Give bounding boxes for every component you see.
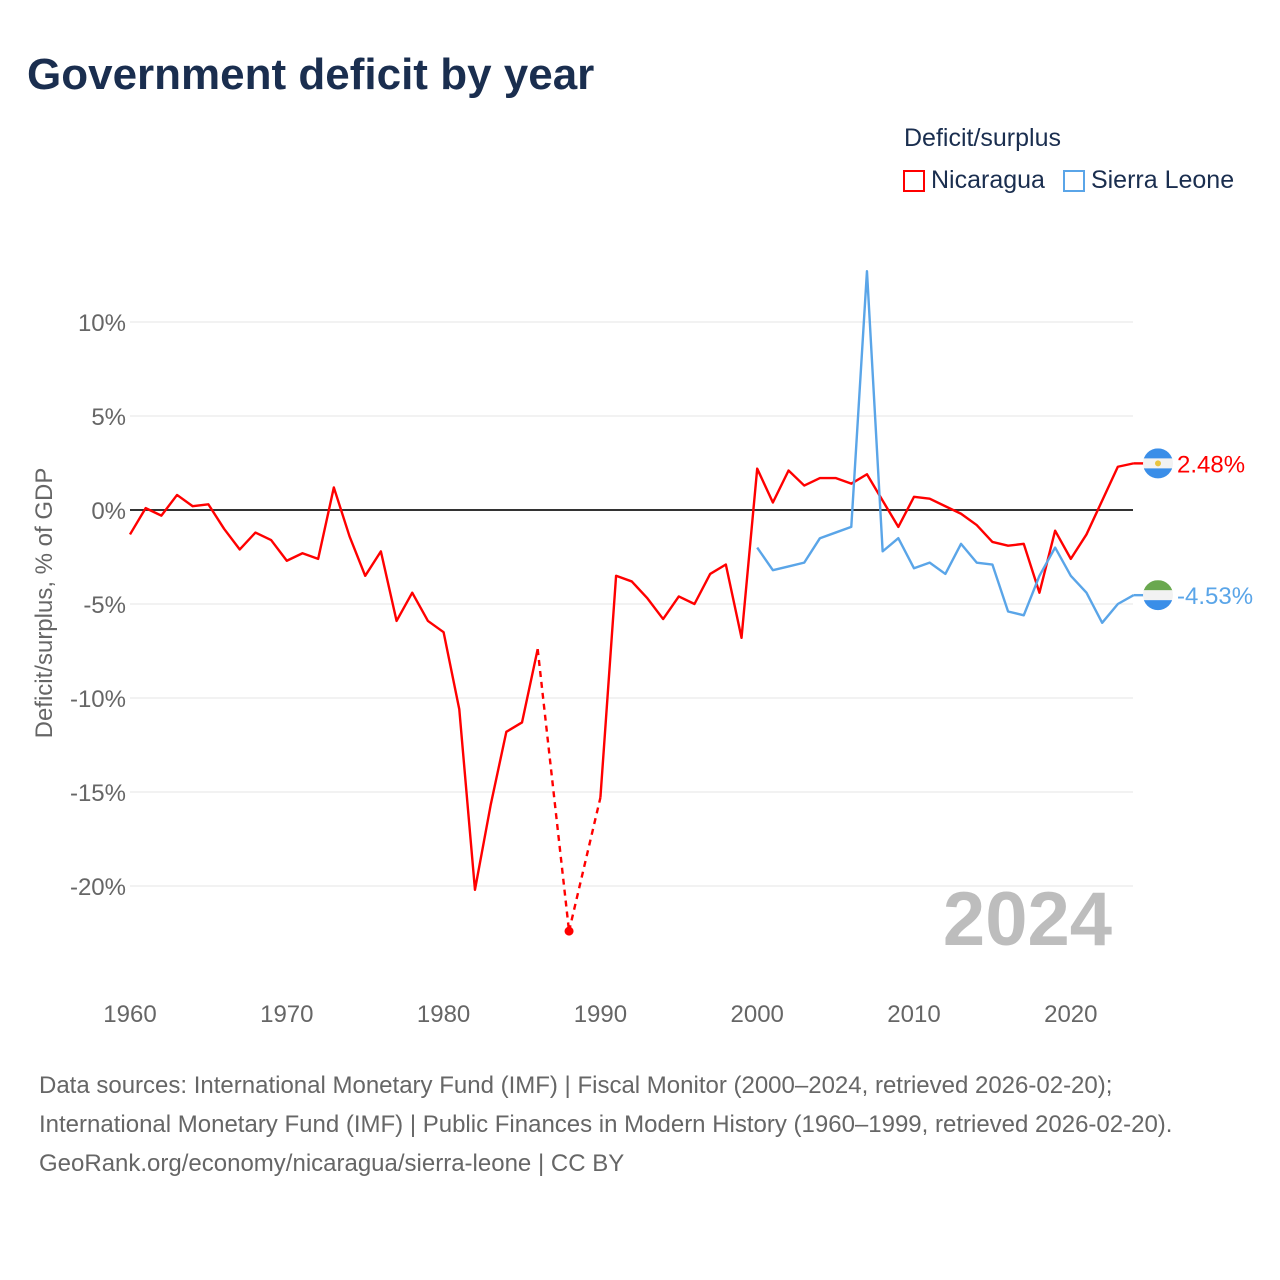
data-sources: Data sources: International Monetary Fun… [39,1072,1173,1138]
x-tick-label: 1980 [417,1001,470,1028]
x-tick-label: 1990 [574,1001,627,1028]
y-axis-label: Deficit/surplus, % of GDP [31,468,58,739]
series-gap-nicaragua [536,648,571,932]
y-tick-label: -5% [83,592,126,619]
series-line-nicaragua [128,486,539,891]
y-tick-label: 0% [91,498,126,525]
x-tick-label: 1960 [103,1001,156,1028]
series-gap-nicaragua [567,797,602,932]
y-tick-label: -15% [70,780,126,807]
flag-icon-sierra-leone [1143,600,1173,611]
data-point-nicaragua [564,926,574,936]
legend-swatch-sierra-leone [1062,169,1085,192]
legend-label: Sierra Leone [1090,166,1235,194]
legend-label: Nicaragua [931,166,1045,194]
legend-item-nicaragua[interactable]: Nicaragua [903,166,1045,195]
flag-icon-sierra-leone [1143,580,1173,591]
x-tick-label: 2010 [887,1001,940,1028]
flag-emblem-icon [1155,460,1161,467]
series-line-sierra-leone [756,270,1135,624]
footer: Data sources: International Monetary Fun… [39,1066,1239,1183]
x-tick-label: 2020 [1044,1001,1097,1028]
legend-item-sierra-leone[interactable]: Sierra Leone [1062,166,1235,195]
chart-title: Government deficit by year [27,50,595,99]
attribution: GeoRank.org/economy/nicaragua/sierra-leo… [39,1150,625,1177]
x-tick-label: 1970 [260,1001,313,1028]
license: CC BY [550,1150,625,1177]
y-tick-label: 5% [91,404,126,431]
legend-title: Deficit/surplus [904,124,1061,152]
legend-swatch-nicaragua [903,169,925,192]
y-tick-label: -10% [70,686,126,713]
series-line-nicaragua [599,462,1134,798]
end-value-label-sierra-leone: -4.53% [1177,583,1253,610]
legend: Nicaragua Sierra Leone [903,166,1234,195]
year-label: 2024 [943,877,1112,962]
y-tick-label: -20% [70,874,126,901]
end-value-label-nicaragua: 2.48% [1177,451,1245,478]
source-link[interactable]: GeoRank.org/economy/nicaragua/sierra-leo… [39,1150,532,1177]
y-tick-label: 10% [78,310,126,337]
x-tick-label: 2000 [731,1001,784,1028]
flag-icon-nicaragua [1143,448,1173,459]
flag-icon-nicaragua [1143,468,1173,479]
flag-icon-sierra-leone [1143,590,1173,601]
